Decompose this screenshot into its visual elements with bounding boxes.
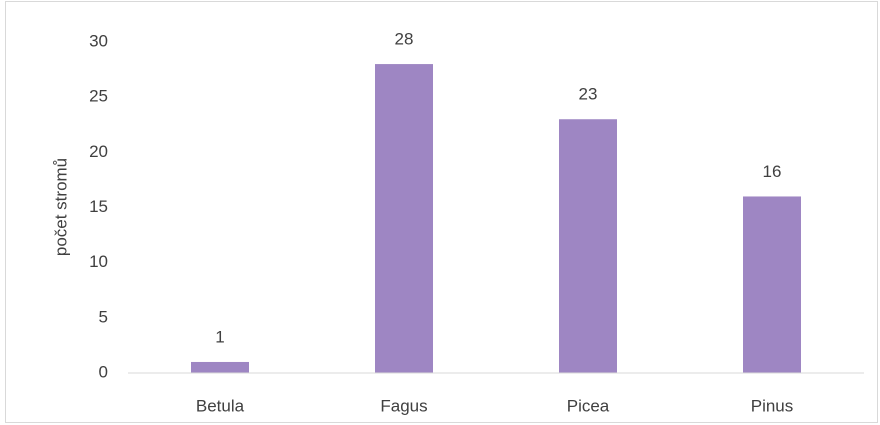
y-tick-label: 25 bbox=[89, 87, 108, 106]
y-tick-label: 0 bbox=[99, 362, 108, 381]
x-tick-label: Pinus bbox=[751, 396, 794, 415]
data-label: 1 bbox=[215, 327, 224, 346]
y-tick-label: 5 bbox=[99, 307, 108, 326]
bar bbox=[375, 64, 433, 374]
bar bbox=[743, 196, 801, 373]
bar bbox=[191, 361, 249, 373]
data-label: 28 bbox=[395, 30, 414, 49]
y-tick-label: 30 bbox=[89, 31, 108, 50]
chart-border bbox=[5, 1, 878, 423]
x-tick-label: Betula bbox=[196, 396, 245, 415]
y-tick-label: 10 bbox=[89, 252, 108, 271]
x-tick-label: Fagus bbox=[380, 396, 427, 415]
y-tick-label: 20 bbox=[89, 142, 108, 161]
data-label: 23 bbox=[579, 85, 598, 104]
y-tick-label: 15 bbox=[89, 197, 108, 216]
bar bbox=[559, 119, 617, 373]
data-label: 16 bbox=[763, 162, 782, 181]
x-tick-label: Picea bbox=[567, 396, 610, 415]
y-axis-label: počet stromů bbox=[51, 158, 70, 256]
